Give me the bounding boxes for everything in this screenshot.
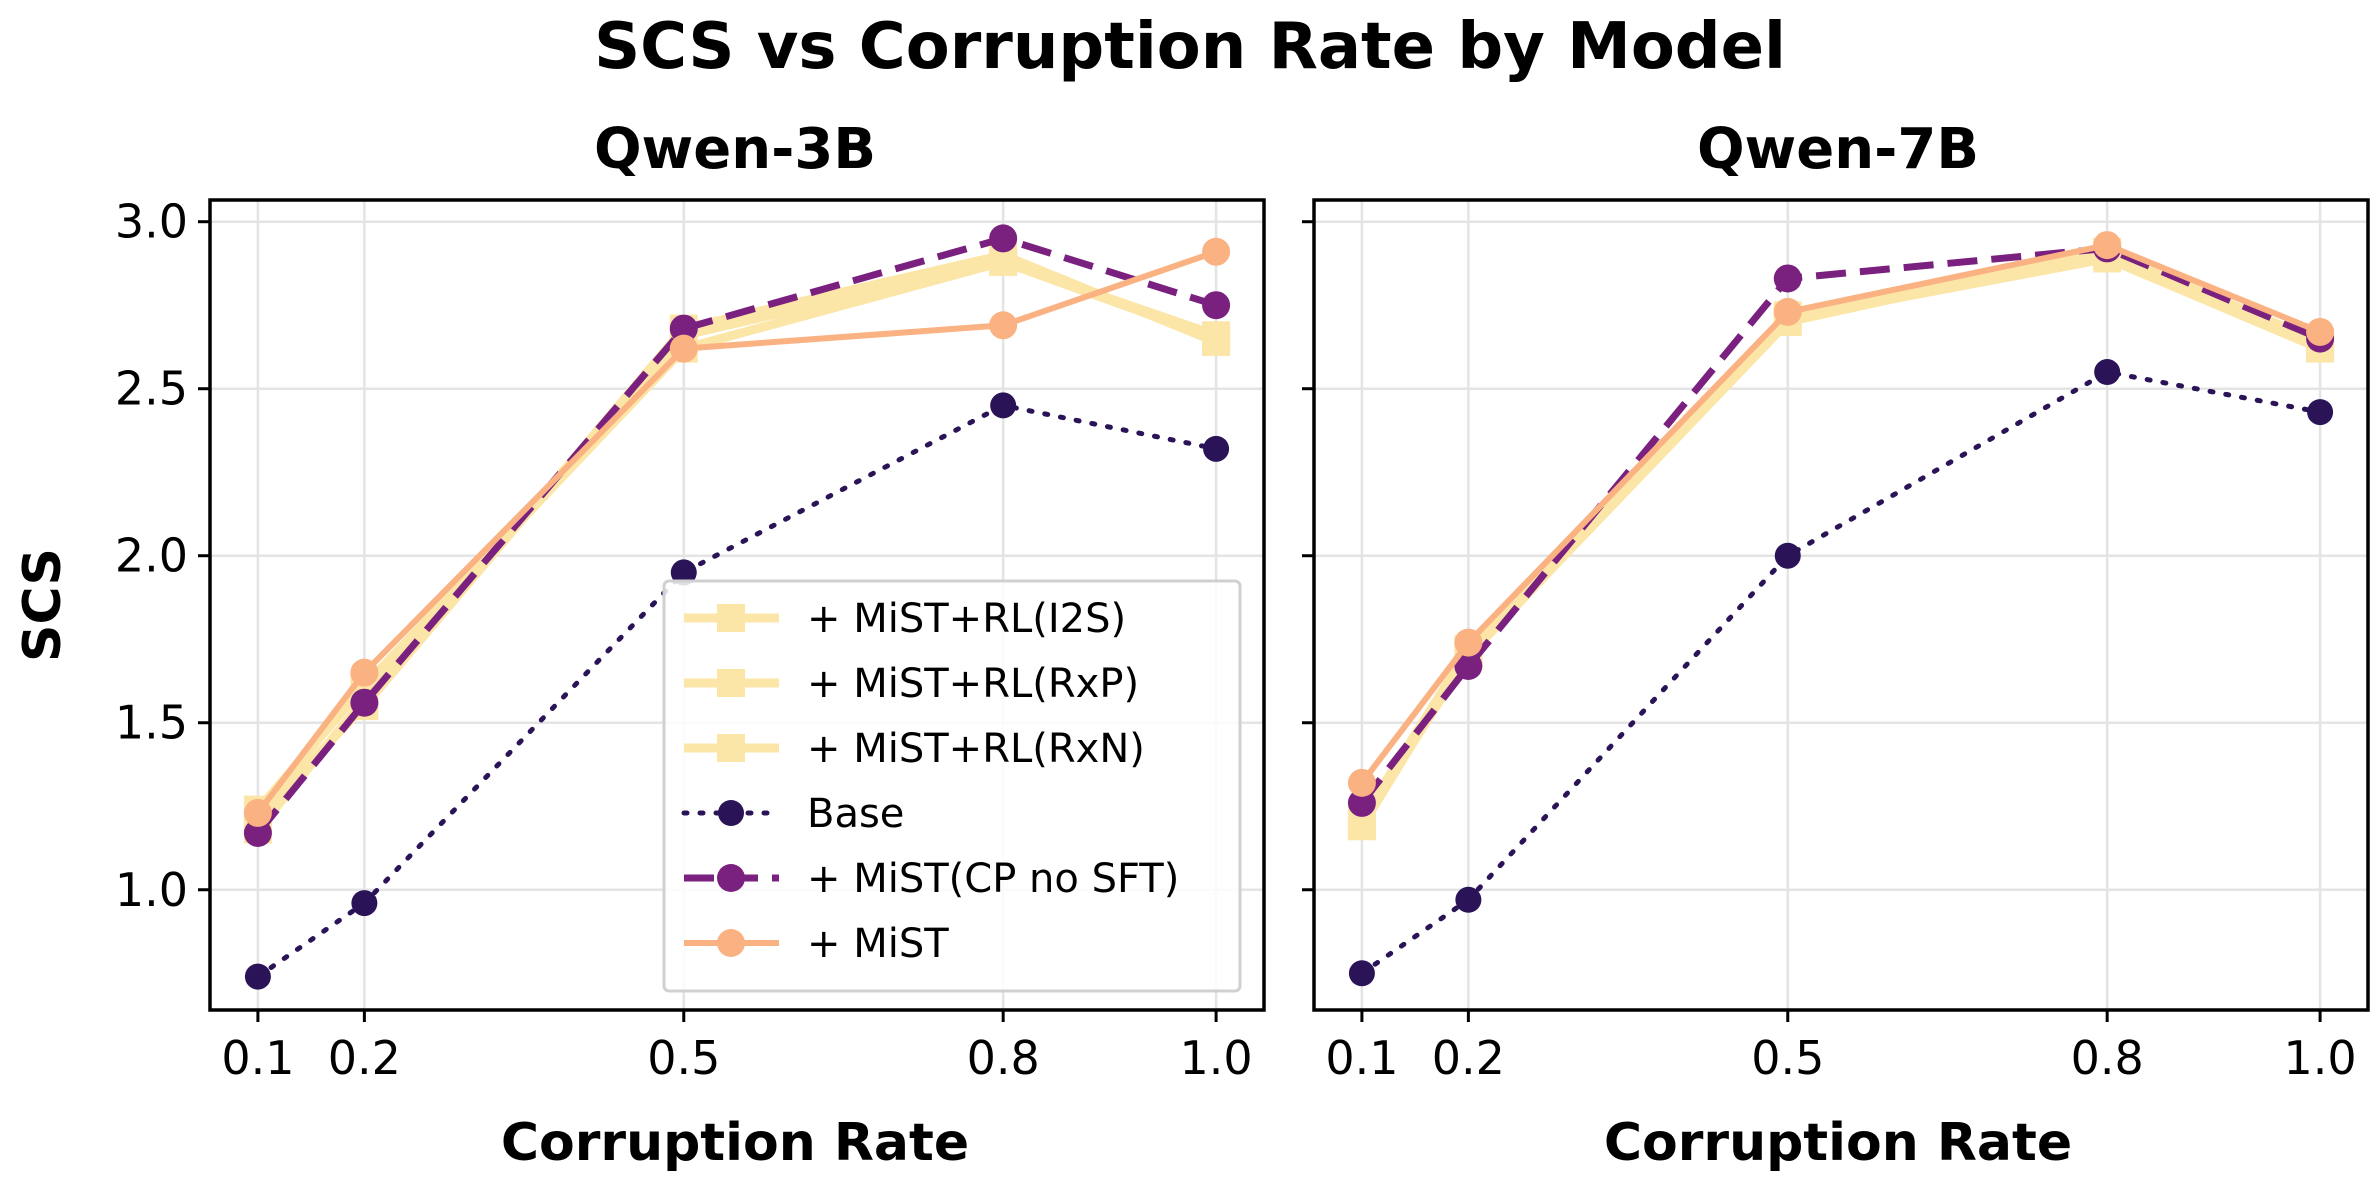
legend-marker [717, 929, 745, 957]
x-tick-label: 0.8 [967, 1031, 1040, 1085]
y-tick-label: 1.0 [115, 863, 188, 917]
data-point [1454, 651, 1483, 680]
data-point [1774, 542, 1801, 569]
data-point [1202, 321, 1231, 350]
panel-qwen-3b: Qwen-3B 0.1 0.2 0.5 0.8 1.0 1.0 1.5 2.0 2.5 3.0 C… [13, 117, 1266, 1173]
panel-title: Qwen-7B [1697, 117, 1979, 182]
series-mist [243, 237, 1231, 827]
y-tick-label: 2.0 [115, 529, 188, 583]
data-point [1202, 291, 1231, 320]
y-axis-label: SCS [13, 548, 73, 662]
figure-title: SCS vs Corruption Rate by Model [594, 10, 1786, 84]
legend-marker [717, 864, 745, 892]
legend-label: + MiST+RL(RxN) [807, 726, 1145, 772]
data-point [1202, 237, 1231, 266]
data-point [2307, 399, 2334, 426]
x-tick-label: 1.0 [2284, 1031, 2357, 1085]
data-point [243, 818, 272, 847]
x-tick-label: 0.2 [328, 1031, 401, 1085]
data-point [1347, 768, 1376, 797]
axes-frame [1312, 198, 2370, 1012]
legend-label: + MiST+RL(RxP) [807, 661, 1139, 707]
data-point [2306, 317, 2335, 346]
x-tick-label: 0.1 [1325, 1031, 1398, 1085]
legend: + MiST+RL(I2S) + MiST+RL(RxP) + MiST+RL(Rx… [662, 579, 1242, 993]
data-point [2094, 359, 2121, 386]
data-point [669, 334, 698, 363]
y-tick-label: 3.0 [115, 195, 188, 249]
data-point [350, 658, 379, 687]
legend-marker [718, 800, 744, 826]
data-point [670, 559, 697, 586]
plot-area [243, 224, 1231, 990]
legend-item: + MiST(CP no SFT) [684, 856, 1179, 902]
legend-label: + MiST+RL(I2S) [807, 596, 1126, 642]
series-base [1348, 359, 2334, 987]
data-point [350, 688, 379, 717]
data-point [1203, 435, 1230, 462]
legend-label: Base [807, 791, 904, 837]
x-tick-label: 0.2 [1432, 1031, 1505, 1085]
axes-frame [208, 198, 1266, 1012]
data-point [1773, 297, 1802, 326]
series-mist-cp-no-sft [243, 224, 1231, 847]
legend-label: + MiST [807, 921, 949, 967]
data-point [989, 247, 1018, 276]
legend-label: + MiST(CP no SFT) [807, 856, 1179, 902]
plot-area [1347, 231, 2335, 987]
ticks: 0.1 0.2 0.5 0.8 1.0 [1302, 220, 2357, 1085]
panel-title: Qwen-3B [594, 117, 876, 182]
x-axis-label: Corruption Rate [1604, 1113, 2072, 1173]
legend-item: + MiST+RL(RxN) [684, 726, 1145, 772]
ticks: 0.1 0.2 0.5 0.8 1.0 1.0 1.5 2.0 2.5 3.0 [115, 195, 1253, 1085]
x-tick-label: 0.1 [221, 1031, 294, 1085]
data-point [1347, 788, 1376, 817]
series-line [1359, 369, 2323, 976]
y-tick-label: 2.5 [115, 362, 188, 416]
data-point [1455, 886, 1482, 913]
legend-item: + MiST+RL(I2S) [684, 596, 1126, 642]
data-point [1348, 960, 1375, 987]
series-base [244, 392, 1230, 990]
data-point [244, 963, 271, 990]
data-point [2093, 231, 2122, 260]
data-point [1454, 628, 1483, 657]
data-point [243, 798, 272, 827]
legend-item: + MiST+RL(RxP) [684, 661, 1139, 707]
data-point [669, 314, 698, 343]
x-tick-label: 0.5 [1751, 1031, 1824, 1085]
legend-item: + MiST [684, 921, 949, 967]
legend-marker [717, 734, 745, 762]
y-tick-label: 1.5 [115, 696, 188, 750]
legend-item: Base [681, 791, 904, 837]
legend-marker [717, 669, 745, 697]
x-tick-label: 0.5 [647, 1031, 720, 1085]
data-point [351, 890, 378, 917]
data-point [989, 224, 1018, 253]
series-mist [1347, 231, 2335, 797]
x-tick-label: 1.0 [1180, 1031, 1253, 1085]
panel-qwen-7b: Qwen-7B 0.1 0.2 0.5 0.8 1.0 Corruption Rate [1302, 117, 2370, 1173]
data-point [989, 311, 1018, 340]
legend-marker [717, 604, 745, 632]
data-point [1773, 264, 1802, 293]
x-tick-label: 0.8 [2071, 1031, 2144, 1085]
data-point [990, 392, 1017, 419]
legend-box [662, 579, 1242, 993]
series-line [255, 402, 1219, 980]
x-axis-label: Corruption Rate [501, 1113, 969, 1173]
